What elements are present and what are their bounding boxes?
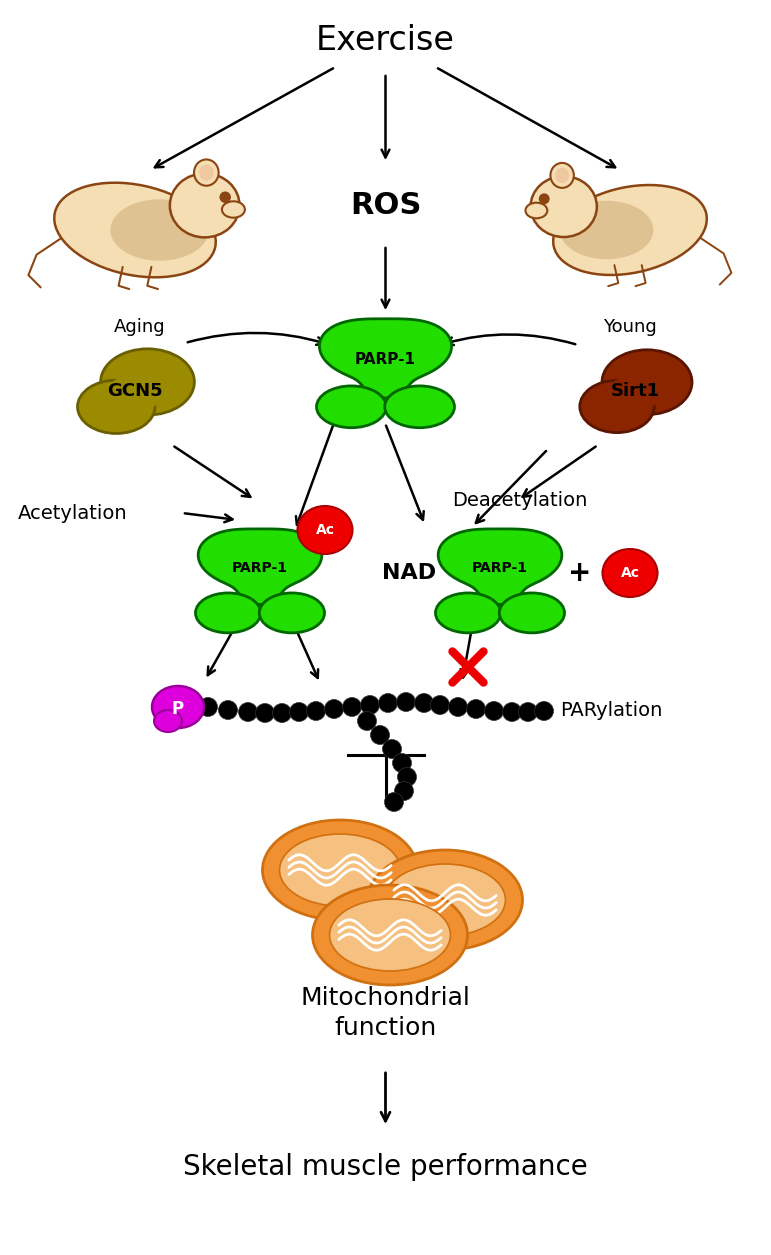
Ellipse shape [110, 200, 209, 261]
Circle shape [382, 739, 402, 758]
Ellipse shape [368, 850, 523, 950]
Circle shape [430, 695, 449, 714]
Ellipse shape [550, 163, 574, 188]
Ellipse shape [329, 899, 450, 971]
Ellipse shape [317, 385, 386, 428]
Ellipse shape [152, 686, 204, 728]
Text: Aging: Aging [114, 318, 166, 336]
Ellipse shape [196, 592, 261, 633]
Circle shape [539, 193, 550, 205]
Circle shape [396, 693, 416, 712]
Ellipse shape [555, 168, 569, 183]
Circle shape [220, 192, 231, 203]
Ellipse shape [78, 380, 155, 433]
Text: Young: Young [603, 318, 657, 336]
Ellipse shape [154, 710, 182, 732]
Circle shape [198, 698, 217, 717]
Circle shape [371, 725, 389, 744]
Text: P: P [172, 700, 184, 718]
Text: ROS: ROS [350, 191, 421, 220]
Text: PARP-1: PARP-1 [232, 561, 288, 575]
Text: Acetylation: Acetylation [18, 503, 128, 522]
Ellipse shape [602, 548, 658, 597]
Circle shape [415, 694, 433, 713]
Ellipse shape [262, 820, 418, 920]
Polygon shape [198, 528, 322, 605]
Text: Mitochondrial
function: Mitochondrial function [301, 986, 470, 1040]
Circle shape [503, 703, 521, 722]
Text: PARP-1: PARP-1 [355, 351, 416, 366]
Circle shape [289, 703, 308, 722]
Ellipse shape [385, 863, 506, 936]
Ellipse shape [526, 203, 547, 218]
Ellipse shape [385, 385, 454, 428]
Text: Deacetylation: Deacetylation [452, 491, 588, 510]
Circle shape [272, 704, 291, 723]
Text: PARylation: PARylation [560, 700, 662, 719]
Text: Exercise: Exercise [316, 24, 455, 56]
Circle shape [449, 698, 467, 717]
Text: PARP-1: PARP-1 [472, 561, 528, 575]
Circle shape [238, 703, 258, 722]
Circle shape [398, 768, 416, 787]
Text: NAD: NAD [382, 563, 436, 584]
Polygon shape [438, 528, 562, 605]
Circle shape [484, 702, 503, 720]
Circle shape [466, 699, 486, 719]
Circle shape [379, 694, 398, 713]
Ellipse shape [298, 506, 352, 553]
Ellipse shape [222, 201, 245, 217]
Ellipse shape [280, 835, 400, 906]
Ellipse shape [170, 173, 240, 237]
Text: Skeletal muscle performance: Skeletal muscle performance [183, 1153, 588, 1181]
Circle shape [358, 712, 376, 730]
Text: +: + [568, 558, 591, 587]
Ellipse shape [54, 183, 216, 277]
Ellipse shape [312, 885, 467, 985]
Ellipse shape [608, 375, 662, 410]
Text: +: + [445, 552, 458, 567]
Circle shape [307, 702, 325, 720]
Ellipse shape [107, 374, 163, 412]
Circle shape [325, 699, 344, 719]
Circle shape [255, 704, 274, 723]
Polygon shape [319, 319, 452, 398]
Ellipse shape [553, 184, 707, 275]
Ellipse shape [199, 164, 214, 181]
Text: Sirt1: Sirt1 [611, 383, 659, 400]
Circle shape [385, 792, 403, 812]
Circle shape [392, 753, 412, 773]
Ellipse shape [560, 201, 653, 260]
Ellipse shape [530, 176, 597, 237]
Ellipse shape [436, 592, 500, 633]
Ellipse shape [194, 159, 219, 186]
Circle shape [534, 702, 554, 720]
Ellipse shape [101, 349, 194, 415]
Ellipse shape [500, 592, 564, 633]
Ellipse shape [580, 380, 655, 433]
Circle shape [519, 703, 537, 722]
Circle shape [342, 698, 362, 717]
Text: GCN5: GCN5 [107, 383, 163, 400]
Circle shape [395, 782, 413, 801]
Ellipse shape [259, 592, 325, 633]
Text: Ac: Ac [315, 523, 335, 537]
Ellipse shape [602, 350, 692, 414]
Circle shape [218, 700, 237, 719]
Text: Ac: Ac [621, 566, 639, 580]
Circle shape [361, 695, 379, 714]
